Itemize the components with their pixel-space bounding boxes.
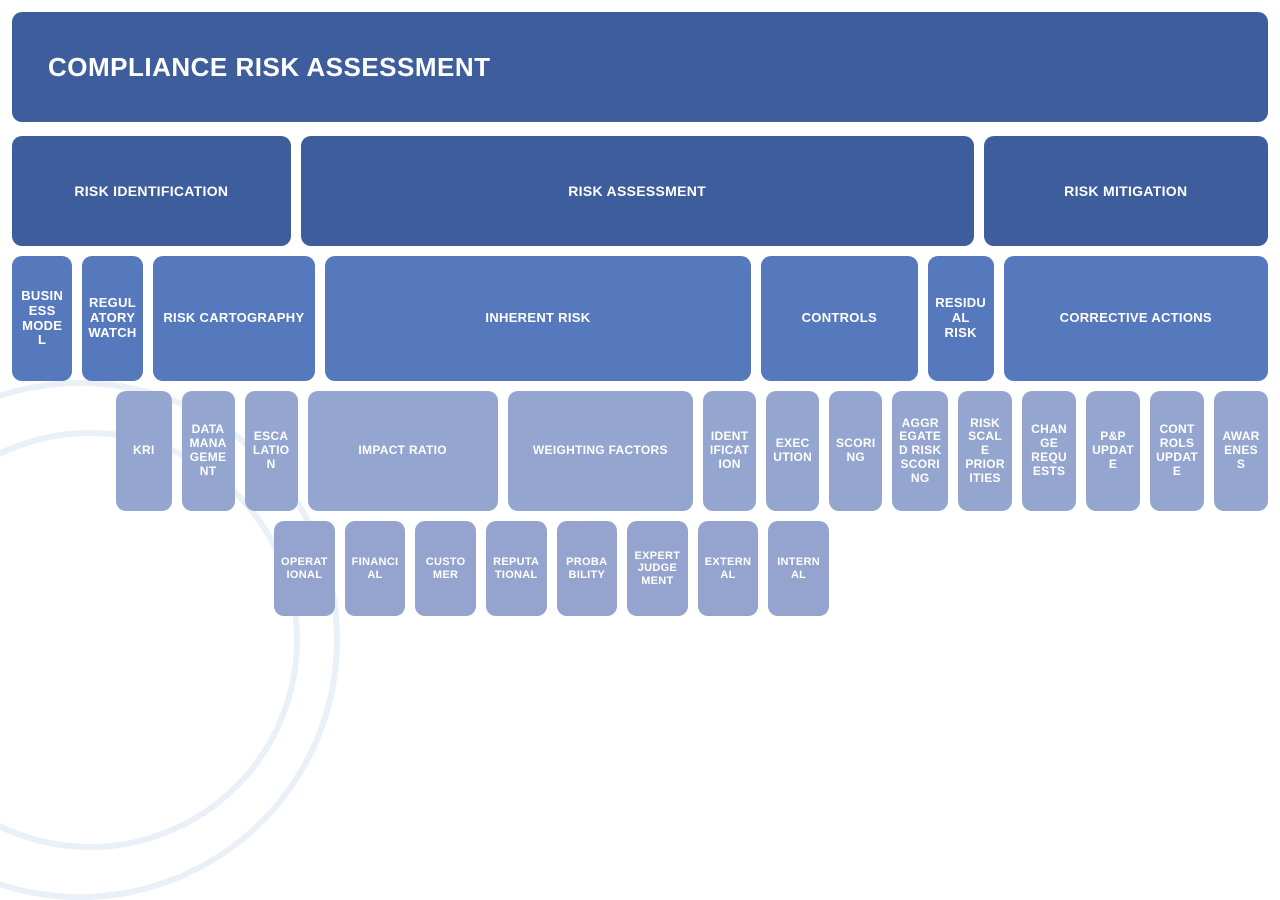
node-aggregated-scoring: AGGREGATED RISK SCORING [892,391,948,511]
node-risk-mitigation: RISK MITIGATION [984,136,1268,246]
diagram-title: COMPLIANCE RISK ASSESSMENT [12,12,1268,122]
node-business-model: BUSINESS MODEL [12,256,72,381]
level1-row: RISK IDENTIFICATIONRISK ASSESSMENTRISK M… [12,136,1268,246]
node-residual-risk: RESIDUAL RISK [928,256,994,381]
node-escalation: ESCALATION [245,391,298,511]
level4-row: OPERATIONALFINANCIALCUSTOMERREPUTATIONAL… [12,521,1268,616]
level3-row: KRIDATA MANAGEMENTESCALATIONIMPACT RATIO… [12,391,1268,511]
diagram-canvas: COMPLIANCE RISK ASSESSMENT RISK IDENTIFI… [0,0,1280,720]
node-risk-scale-priorities: RISK SCALE PRIORITIES [958,391,1012,511]
node-reputational: REPUTATIONAL [486,521,547,616]
node-inherent-risk: INHERENT RISK [325,256,751,381]
node-regulatory-watch: REGULATORY WATCH [82,256,142,381]
node-pp-update: P&P UPDATE [1086,391,1140,511]
node-external: EXTERNAL [698,521,759,616]
node-risk-cartography: RISK CARTOGRAPHY [153,256,315,381]
node-change-requests: CHANGE REQUESTS [1022,391,1076,511]
node-controls-update: CONTROLS UPDATE [1150,391,1204,511]
node-controls: CONTROLS [761,256,918,381]
node-weighting-factors: WEIGHTING FACTORS [508,391,693,511]
node-customer: CUSTOMER [415,521,476,616]
node-scoring: SCORING [829,391,882,511]
level2-row: BUSINESS MODELREGULATORY WATCHRISK CARTO… [12,256,1268,381]
node-kri: KRI [116,391,171,511]
node-internal: INTERNAL [768,521,829,616]
node-execution: EXECUTION [766,391,819,511]
node-data-management: DATA MANAGEMENT [182,391,235,511]
node-risk-identification: RISK IDENTIFICATION [12,136,291,246]
node-awareness: AWARENESS [1214,391,1268,511]
node-risk-assessment: RISK ASSESSMENT [301,136,974,246]
node-expert-judgement: EXPERT JUDGEMENT [627,521,688,616]
node-probability: PROBABILITY [557,521,618,616]
node-impact-ratio: IMPACT RATIO [308,391,498,511]
node-identification: IDENTIFICATION [703,391,756,511]
node-operational: OPERATIONAL [274,521,335,616]
node-financial: FINANCIAL [345,521,406,616]
node-corrective-actions: CORRECTIVE ACTIONS [1004,256,1268,381]
